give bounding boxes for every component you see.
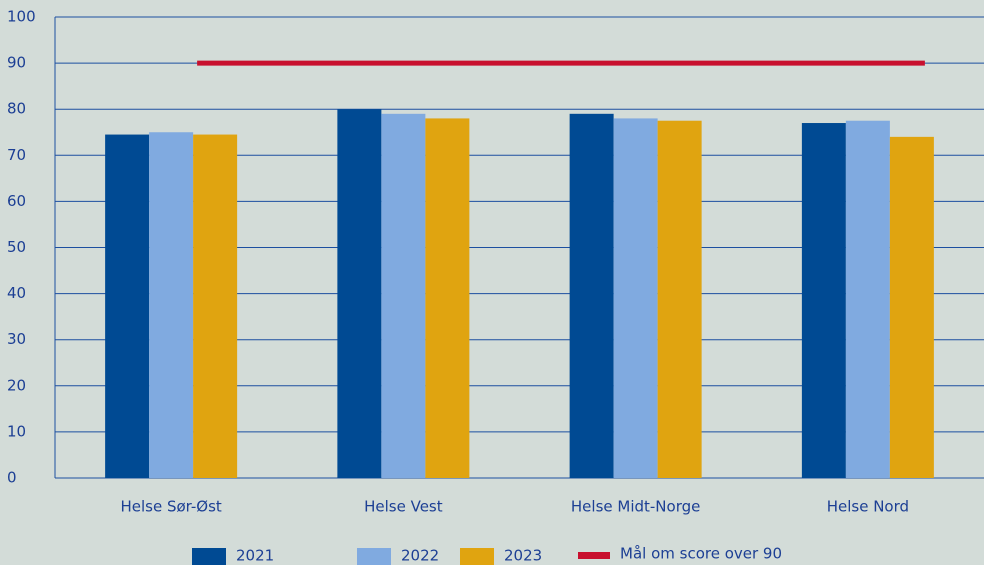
legend-label: 2023 xyxy=(504,547,542,565)
bar xyxy=(425,118,470,479)
legend-label: 2021 xyxy=(236,547,274,565)
legend-swatch xyxy=(578,552,610,559)
legend-label: Mål om score over 90 xyxy=(620,545,782,563)
y-tick-label: 30 xyxy=(7,330,26,348)
legend-label: 2022 xyxy=(401,547,439,565)
y-tick-label: 90 xyxy=(7,54,26,72)
bar xyxy=(381,113,426,478)
legend-swatch xyxy=(460,548,494,565)
bar xyxy=(337,109,382,478)
bar xyxy=(569,113,614,478)
y-tick-label: 100 xyxy=(7,8,36,26)
y-tick-label: 20 xyxy=(7,376,26,394)
y-tick-label: 60 xyxy=(7,192,26,210)
y-tick-label: 0 xyxy=(7,469,17,487)
bar xyxy=(889,136,934,479)
y-tick-label: 40 xyxy=(7,284,26,302)
x-tick-label: Helse Vest xyxy=(364,498,443,516)
x-tick-label: Helse Nord xyxy=(827,498,909,516)
bar xyxy=(801,123,846,478)
x-tick-label: Helse Midt-Norge xyxy=(571,498,700,516)
bar xyxy=(105,134,150,478)
bar xyxy=(613,118,658,479)
y-tick-label: 10 xyxy=(7,422,26,440)
bar xyxy=(149,132,194,478)
x-tick-label: Helse Sør-Øst xyxy=(120,498,221,516)
y-tick-label: 50 xyxy=(7,238,26,256)
bar xyxy=(845,120,890,478)
y-tick-label: 80 xyxy=(7,100,26,118)
y-tick-label: 70 xyxy=(7,146,26,164)
legend-swatch xyxy=(192,548,226,565)
legend-swatch xyxy=(357,548,391,565)
bar xyxy=(193,134,238,478)
bar xyxy=(657,120,702,478)
